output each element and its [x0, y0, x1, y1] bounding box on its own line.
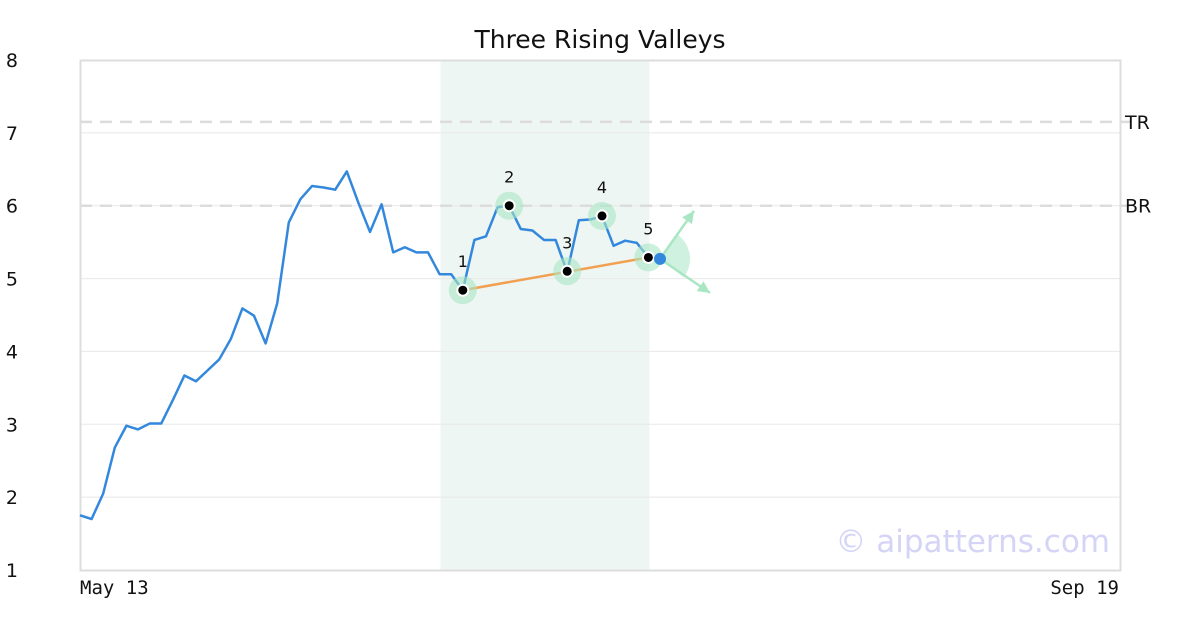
y-tick-label: 6 — [6, 196, 18, 218]
projection-cone — [660, 234, 690, 278]
pattern-point-label: 2 — [504, 168, 514, 187]
plot-frame — [79, 59, 1122, 572]
pattern-point-marker — [502, 199, 516, 213]
reference-label-br: BR — [1125, 196, 1151, 218]
reference-label-tr: TR — [1124, 112, 1150, 134]
y-axis-ticks: 1 2 3 4 5 6 7 8 — [6, 50, 18, 582]
pattern-point-label: 1 — [458, 252, 468, 271]
y-tick-label: 2 — [6, 487, 18, 509]
pattern-points: 1 2 3 4 5 — [448, 168, 666, 305]
y-tick-label: 3 — [6, 414, 18, 436]
pattern-point-label: 4 — [597, 178, 607, 197]
pattern-point-label: 3 — [562, 233, 572, 252]
chart-title: Three Rising Valleys — [473, 25, 725, 54]
y-tick-label: 4 — [6, 341, 18, 363]
y-tick-label: 7 — [6, 123, 18, 145]
y-tick-label: 8 — [6, 50, 18, 72]
y-tick-label: 1 — [6, 560, 18, 582]
pattern-highlight-band — [440, 61, 650, 570]
pattern-point-marker — [641, 250, 655, 264]
pattern-point-marker — [560, 264, 574, 278]
x-axis-ticks: May 13 Sep 19 — [80, 577, 1119, 599]
pattern-point-label: 5 — [643, 219, 653, 238]
y-tick-label: 5 — [6, 269, 18, 291]
projection-arrow-down-head — [696, 281, 710, 293]
grid-layer — [80, 132, 1120, 498]
x-tick-label: May 13 — [80, 577, 149, 599]
pattern-point-marker — [456, 283, 470, 297]
current-price-marker — [654, 252, 666, 265]
highlight-layer — [440, 61, 650, 570]
x-tick-label: Sep 19 — [1050, 577, 1119, 599]
pattern-point-marker — [595, 209, 609, 223]
projection-layer — [658, 210, 711, 294]
watermark: © aipatterns.com — [835, 524, 1110, 560]
projection-arrow-up-head — [682, 210, 694, 225]
